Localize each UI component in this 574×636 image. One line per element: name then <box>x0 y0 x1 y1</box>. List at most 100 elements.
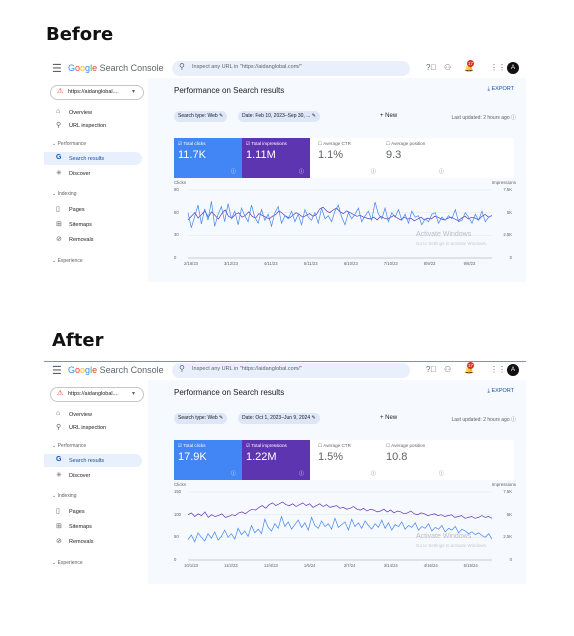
page-title: Performance on Search results <box>174 86 285 95</box>
sidebar-item-url-inspection[interactable]: ⚲ URL inspection <box>56 122 107 129</box>
info-icon: ⓘ <box>370 169 376 175</box>
info-icon: ⓘ <box>298 471 304 477</box>
metric-cards: ☑ Total clicks 17.9K ⓘ ☑ Total impressio… <box>174 440 514 480</box>
users-icon[interactable]: ⚇ <box>444 63 452 72</box>
y-tick-label-right: 7.5K <box>503 187 512 192</box>
average-position-card[interactable]: ☐ Average position 10.8 ⓘ <box>386 443 444 477</box>
x-tick-label: 2/16/23 <box>184 261 198 266</box>
page-title: Performance on Search results <box>174 388 285 397</box>
y-axis-title-clicks: Clicks <box>174 482 186 487</box>
property-url: https://aidanglobal.... <box>68 89 119 95</box>
sidebar-item-pages[interactable]: ▯ Pages <box>56 508 85 515</box>
notifications-icon[interactable]: 🔔 <box>464 365 474 374</box>
activate-windows-watermark: Activate Windows <box>416 533 472 540</box>
search-type-filter[interactable]: Search type: Web ✎ <box>174 413 228 424</box>
sidebar: ⚠ https://aidanglobal.... ▾ ⌂ Overview ⚲ U… <box>44 380 144 584</box>
info-icon: ⓘ <box>230 471 236 477</box>
export-button[interactable]: ⤓ EXPORT <box>487 86 514 92</box>
add-filter-button[interactable]: + New <box>380 113 398 119</box>
x-tick-label: 10/1/23 <box>184 563 198 568</box>
info-icon: ⓘ <box>438 169 444 175</box>
apps-grid-icon[interactable]: ⋮⋮ <box>490 63 506 72</box>
section-experience[interactable]: ⌄ Experience <box>52 258 83 264</box>
sidebar-item-url-inspection[interactable]: ⚲ URL inspection <box>56 424 107 431</box>
search-console-logo[interactable]: Google Search Console <box>68 63 164 73</box>
removals-icon: ⊘ <box>56 538 62 545</box>
y-tick-label-left: 100 <box>174 511 181 517</box>
url-inspect-search-input[interactable]: ⚲ Inspect any URL in "https://aidangloba… <box>172 363 410 378</box>
before-screenshot: ☰ Google Search Console ⚲ Inspect any UR… <box>44 60 526 282</box>
total-clicks-card[interactable]: ☑ Total clicks 11.7K ⓘ <box>174 138 242 178</box>
average-position-card[interactable]: ☐ Average position 9.3 ⓘ <box>386 141 444 175</box>
section-indexing[interactable]: ⌄ Indexing <box>52 493 77 499</box>
search-type-filter[interactable]: Search type: Web ✎ <box>174 111 228 122</box>
sidebar-item-removals[interactable]: ⊘ Removals <box>56 236 94 243</box>
sidebar-item-discover[interactable]: ✳ Discover <box>56 170 91 177</box>
last-updated: Last updated: 2 hours ago ⓘ <box>451 115 517 121</box>
sidebar-item-sitemaps[interactable]: ⊞ Sitemaps <box>56 221 92 228</box>
date-filter[interactable]: Date: Oct 1, 2023–Jun 9, 2024 ✎ <box>238 413 320 424</box>
menu-icon[interactable]: ☰ <box>52 365 62 377</box>
sidebar-item-discover[interactable]: ✳ Discover <box>56 472 91 479</box>
section-performance[interactable]: ⌄ Performance <box>52 141 87 147</box>
section-performance[interactable]: ⌄ Performance <box>52 443 87 449</box>
y-tick-label-left: 60 <box>174 209 179 215</box>
property-selector[interactable]: ⚠ https://aidanglobal.... ▾ <box>50 85 144 100</box>
y-tick-label-right: 0 <box>509 557 512 562</box>
x-tick-label: 5/19/24 <box>463 563 478 568</box>
apps-grid-icon[interactable]: ⋮⋮ <box>490 365 506 374</box>
search-console-logo[interactable]: Google Search Console <box>68 365 164 375</box>
impressions-series-line <box>187 501 493 519</box>
average-ctr-card[interactable]: ☐ Average CTR 1.5% ⓘ <box>318 443 376 477</box>
users-icon[interactable]: ⚇ <box>444 365 452 374</box>
pages-icon: ▯ <box>56 206 60 213</box>
total-impressions-card[interactable]: ☑ Total impressions 1.11M ⓘ <box>242 138 310 178</box>
property-selector[interactable]: ⚠ https://aidanglobal.... ▾ <box>50 387 144 402</box>
section-experience[interactable]: ⌄ Experience <box>52 560 83 566</box>
activate-windows-watermark: Activate Windows <box>416 231 472 238</box>
last-updated: Last updated: 2 hours ago ⓘ <box>451 417 517 423</box>
top-bar: ☰ Google Search Console ⚲ Inspect any UR… <box>44 362 526 380</box>
sidebar-item-sitemaps[interactable]: ⊞ Sitemaps <box>56 523 92 530</box>
sidebar-item-overview[interactable]: ⌂ Overview <box>56 410 92 418</box>
date-filter[interactable]: Date: Feb 10, 2023–Sep 30, ... ✎ <box>238 111 320 122</box>
notification-count-badge: 17 <box>467 60 474 67</box>
info-icon: ⓘ <box>438 471 444 477</box>
sidebar-item-removals[interactable]: ⊘ Removals <box>56 538 94 545</box>
total-clicks-card[interactable]: ☑ Total clicks 17.9K ⓘ <box>174 440 242 480</box>
section-indexing[interactable]: ⌄ Indexing <box>52 191 77 197</box>
add-filter-button[interactable]: + New <box>380 415 398 421</box>
chevron-down-icon: ▾ <box>131 391 135 397</box>
performance-chart: Clicks Impressions 150 7.5K 100 5K 50 2.5K 0 0 10/… <box>174 482 516 582</box>
y-tick-label-right: 5K <box>506 209 512 215</box>
sidebar-item-overview[interactable]: ⌂ Overview <box>56 108 92 116</box>
google-g-icon: G <box>56 456 62 463</box>
x-tick-label: 2/7/24 <box>343 563 356 568</box>
info-icon: ⓘ <box>370 471 376 477</box>
search-icon: ⚲ <box>56 122 62 129</box>
help-icon[interactable]: ?⃝ <box>426 63 437 72</box>
total-impressions-card[interactable]: ☑ Total impressions 1.22M ⓘ <box>242 440 310 480</box>
search-placeholder: Inspect any URL in "https://aidanglobal.… <box>192 64 302 70</box>
y-tick-label-right: 2.5K <box>503 232 512 238</box>
y-tick-label-right: 0 <box>509 255 512 260</box>
sidebar-item-search-results[interactable]: G Search results <box>44 454 142 467</box>
menu-icon[interactable]: ☰ <box>52 63 62 75</box>
y-tick-label-left: 90 <box>174 187 179 192</box>
average-ctr-card[interactable]: ☐ Average CTR 1.1% ⓘ <box>318 141 376 175</box>
help-icon[interactable]: ?⃝ <box>426 365 437 374</box>
discover-icon: ✳ <box>56 472 62 479</box>
notifications-icon[interactable]: 🔔 <box>464 63 474 72</box>
x-tick-label: 12/4/23 <box>263 563 278 568</box>
clicks-series-line <box>187 201 493 228</box>
activate-windows-watermark-sub: Go to Settings to activate Windows. <box>416 241 488 246</box>
avatar[interactable]: A <box>507 364 519 376</box>
avatar[interactable]: A <box>507 62 519 74</box>
info-icon: ⓘ <box>298 169 304 175</box>
url-inspect-search-input[interactable]: ⚲ Inspect any URL in "https://aidangloba… <box>172 61 410 76</box>
sidebar-item-search-results[interactable]: G Search results <box>44 152 142 165</box>
export-button[interactable]: ⤓ EXPORT <box>487 388 514 394</box>
sitemap-icon: ⊞ <box>56 523 62 530</box>
after-heading: After <box>52 330 104 351</box>
sidebar-item-pages[interactable]: ▯ Pages <box>56 206 85 213</box>
